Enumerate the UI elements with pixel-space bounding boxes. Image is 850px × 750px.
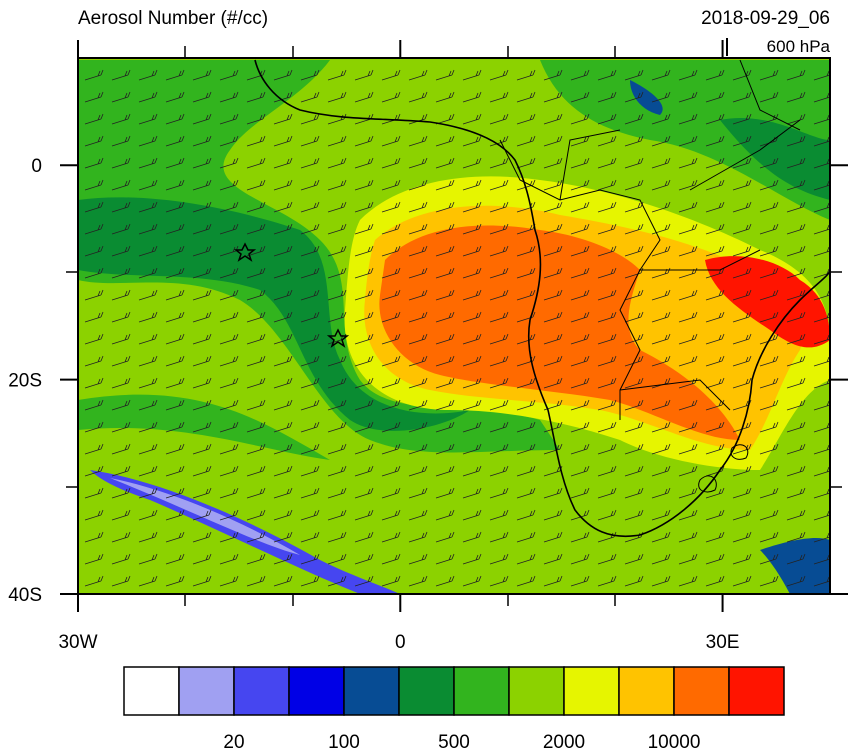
title: Aerosol Number (#/cc) — [78, 8, 268, 29]
colorbar-box — [233, 666, 290, 716]
valid-time: 2018-09-29_06 — [701, 8, 830, 29]
x-tick-label: 30W — [58, 632, 97, 653]
colorbar-label: 2000 — [543, 732, 585, 750]
y-tick-label: 40S — [8, 585, 42, 606]
minor-tick — [66, 46, 842, 606]
y-tick-label: 20S — [8, 371, 42, 392]
y-tick-label: 0 — [31, 156, 42, 177]
station-marker — [233, 242, 350, 348]
pressure-level: 600 hPa — [767, 37, 831, 56]
colorbar-box — [398, 666, 455, 716]
colorbar-box — [563, 666, 620, 716]
colorbar-box — [123, 666, 180, 716]
x-tick-label: 0 — [395, 632, 406, 653]
borders — [698, 444, 749, 493]
map-frame — [77, 57, 831, 595]
x-tick-label: 30E — [706, 632, 740, 653]
colorbar-label: 20 — [223, 732, 244, 750]
colorbar-label: 500 — [438, 732, 470, 750]
colorbar-label: 100 — [328, 732, 360, 750]
colorbar-label: 10000 — [648, 732, 701, 750]
colorbar-box — [508, 666, 565, 716]
colorbar-box — [453, 666, 510, 716]
minor-ticks — [66, 46, 842, 606]
colorbar-box — [673, 666, 730, 716]
colorbar-box — [178, 666, 235, 716]
colorbar-box — [728, 666, 785, 716]
colorbar-box — [618, 666, 675, 716]
borders — [499, 59, 801, 420]
aerosol-field — [78, 58, 830, 594]
colorbar-box — [288, 666, 345, 716]
colorbar-box — [343, 666, 400, 716]
coastline — [254, 59, 830, 537]
wind-barbs — [78, 58, 830, 594]
